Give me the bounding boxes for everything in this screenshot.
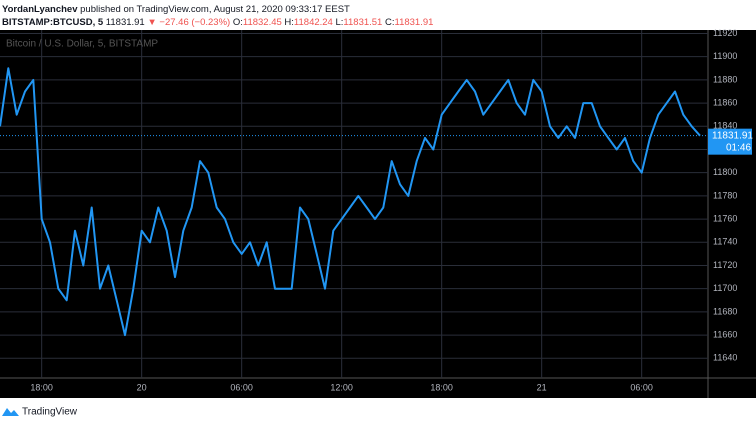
logo-icon [2,408,19,416]
y-tick-label: 11840 [713,121,737,131]
x-tick-label: 21 [537,382,547,392]
c-label: C: [385,17,395,28]
y-tick-label: 11640 [713,353,737,363]
author: YordanLyanchev [2,4,78,15]
x-tick-label: 06:00 [630,382,653,392]
y-tick-label: 11660 [713,329,737,339]
y-tick-label: 11860 [713,97,737,107]
change: ▼ −27.46 (−0.23%) [147,17,230,28]
h-label: H: [284,17,294,28]
price-line [0,67,701,337]
last-price-label: 11831.91 [712,130,753,141]
o-label: O: [233,17,243,28]
y-tick-label: 11760 [713,213,737,223]
symbol-line: BITSTAMP:BTCUSD, 5 11831.91 ▼ −27.46 (−0… [2,17,433,28]
y-tick-label: 11780 [713,190,737,200]
y-tick-label: 11700 [713,283,737,293]
x-tick-label: 18:00 [30,382,53,392]
countdown: 01:46 [726,142,751,153]
y-tick-label: 11680 [713,306,737,316]
y-tick-label: 11920 [713,28,737,38]
x-tick-label: 18:00 [430,382,453,392]
y-tick-label: 11720 [713,260,737,270]
published: published on TradingView.com, August 21,… [80,4,350,15]
x-tick-label: 20 [137,382,147,392]
footer-logo [2,408,19,416]
last-price-box [708,128,752,155]
watermark: Bitcoin / U.S. Dollar, 5, BITSTAMP [6,39,158,50]
header-line: YordanLyanchev published on TradingView.… [2,4,350,15]
open: 11832.45 [243,17,282,28]
x-tick-label: 12:00 [330,382,353,392]
symbol: BITSTAMP:BTCUSD, 5 [2,17,104,28]
price: 11831.91 [106,17,145,28]
x-tick-label: 06:00 [230,382,253,392]
y-tick-label: 11740 [713,237,737,247]
high: 11842.24 [294,17,333,28]
y-tick-label: 11800 [713,167,737,177]
y-tick-label: 11880 [713,74,737,84]
l-label: L: [335,17,343,28]
y-tick-label: 11900 [713,51,737,61]
footer-brand: TradingView [22,407,78,418]
close: 11831.91 [394,17,433,28]
low: 11831.51 [343,17,382,28]
